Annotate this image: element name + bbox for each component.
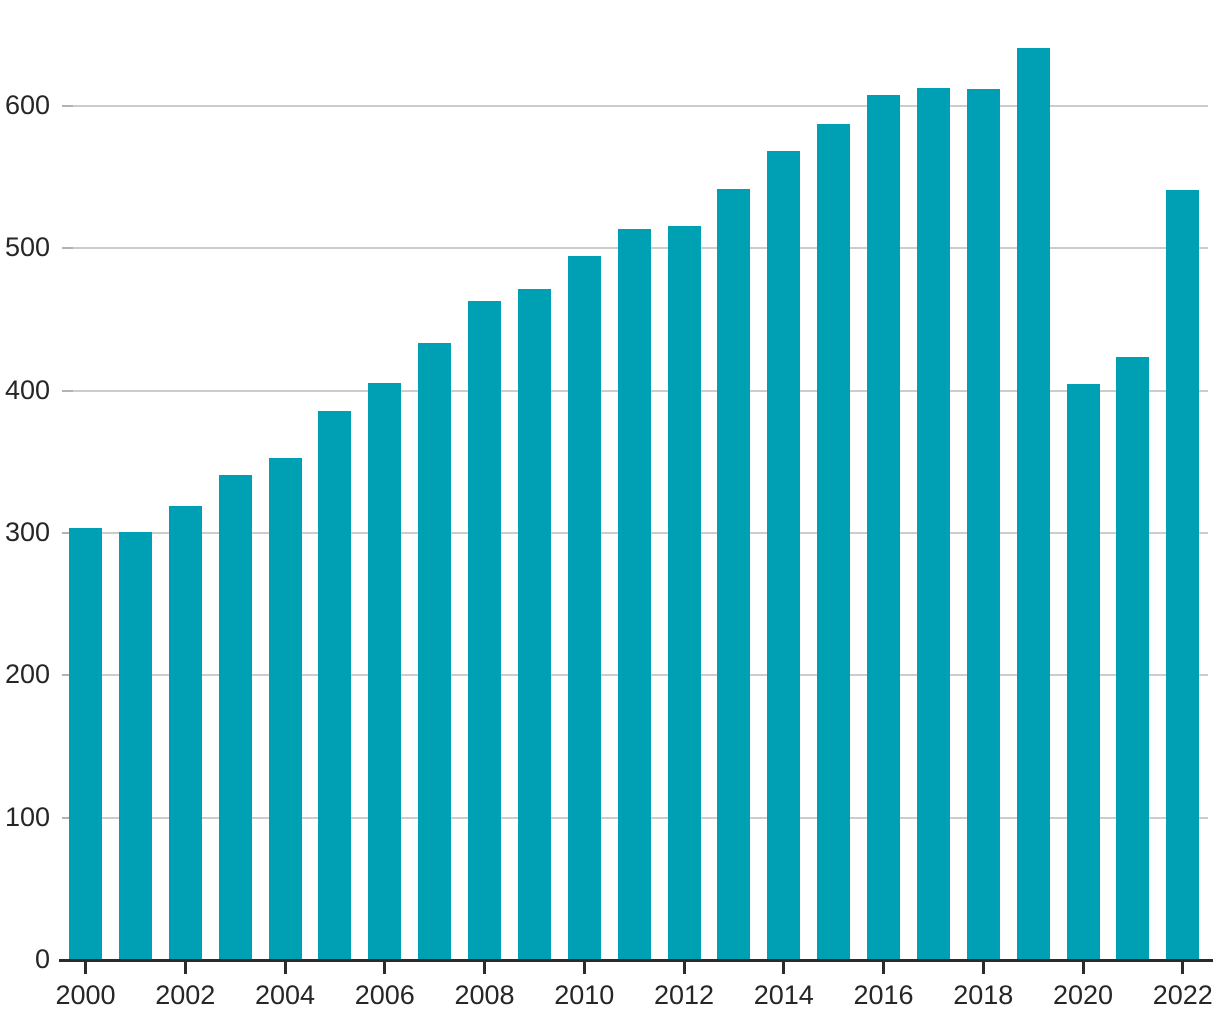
x-tick-label-2008: 2008 — [454, 980, 515, 1010]
bar-2003 — [218, 475, 252, 959]
y-axis-tick-600 — [62, 105, 73, 107]
y-tick-label-200: 200 — [4, 659, 50, 690]
y-tick-label-300: 300 — [4, 517, 50, 547]
y-axis-tick-200 — [62, 674, 73, 677]
bar-2021 — [1116, 356, 1150, 959]
x-tick-2006 — [383, 962, 387, 974]
bar-2014 — [767, 150, 801, 959]
bar-2002 — [168, 506, 202, 959]
bar-2018 — [966, 89, 1000, 959]
x-tick-2004 — [283, 962, 287, 974]
bar-2020 — [1066, 383, 1100, 959]
x-tick-2014 — [782, 962, 786, 974]
bar-2022 — [1166, 190, 1200, 959]
y-axis-tick-400 — [62, 389, 73, 392]
x-tick-label-2010: 2010 — [554, 980, 615, 1010]
x-tick-label-2002: 2002 — [155, 980, 216, 1010]
bar-2011 — [617, 228, 651, 959]
bar-2007 — [418, 342, 452, 959]
bar-2000 — [69, 527, 102, 959]
x-tick-2008 — [483, 962, 487, 974]
x-tick-label-2022: 2022 — [1152, 980, 1213, 1010]
bar-2008 — [468, 301, 502, 959]
bar-2017 — [916, 87, 950, 959]
bar-2006 — [368, 382, 402, 959]
y-tick-label-0: 0 — [34, 944, 50, 974]
bar-2004 — [268, 457, 302, 959]
bar-2019 — [1016, 48, 1050, 959]
y-tick-label-400: 400 — [4, 374, 50, 405]
x-tick-2020 — [1081, 962, 1085, 974]
x-tick-label-2006: 2006 — [354, 980, 415, 1010]
x-tick-label-2020: 2020 — [1052, 980, 1114, 1010]
x-tick-label-2016: 2016 — [853, 980, 914, 1010]
y-tick-label-100: 100 — [4, 801, 50, 832]
x-tick-2000 — [84, 962, 87, 974]
bar-2005 — [318, 411, 352, 959]
x-tick-2002 — [183, 962, 187, 974]
x-tick-2010 — [582, 962, 586, 974]
y-tick-label-500: 500 — [4, 232, 50, 263]
x-tick-2018 — [981, 962, 985, 974]
bar-2013 — [717, 188, 751, 959]
bar-2016 — [867, 95, 901, 959]
y-axis-tick-300 — [62, 532, 73, 534]
x-tick-2016 — [882, 962, 886, 974]
x-axis-line — [59, 959, 1213, 962]
bar-2009 — [517, 288, 551, 959]
bar-2010 — [567, 255, 601, 959]
x-tick-2022 — [1181, 962, 1185, 974]
y-axis-tick-500 — [62, 247, 73, 250]
x-tick-label-2000: 2000 — [55, 980, 116, 1010]
x-tick-2012 — [682, 962, 686, 974]
bar-2001 — [118, 532, 152, 959]
x-tick-label-2014: 2014 — [753, 980, 814, 1010]
bar-2015 — [817, 123, 851, 959]
x-tick-label-2004: 2004 — [254, 980, 316, 1010]
y-tick-label-600: 600 — [4, 90, 50, 120]
bar-2012 — [667, 225, 701, 959]
x-tick-label-2018: 2018 — [953, 980, 1014, 1010]
y-axis-tick-100 — [62, 816, 73, 819]
x-tick-label-2012: 2012 — [653, 980, 715, 1010]
gridline-600 — [62, 105, 1208, 107]
